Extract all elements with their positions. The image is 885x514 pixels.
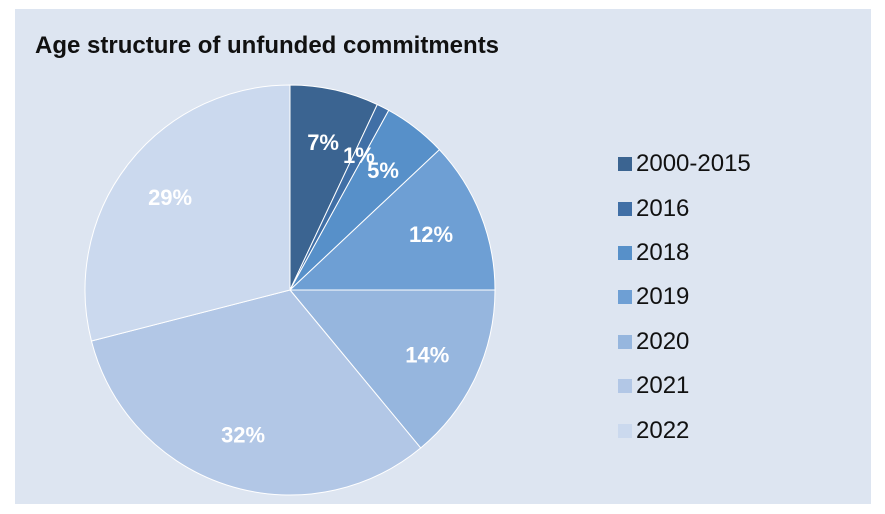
legend-label: 2022 [636, 416, 690, 444]
legend-item-2016: 2016 [618, 186, 751, 230]
legend-swatch [618, 201, 632, 216]
pie-slice-2019 [288, 148, 496, 291]
pie-chart: 7%1%5% 12% 14% 32% 29% [84, 84, 496, 496]
legend-label: 2018 [636, 238, 690, 266]
legend-label: 2019 [636, 283, 690, 311]
legend-swatch [618, 379, 632, 394]
legend-item-2021: 2021 [618, 364, 751, 408]
legend-label: 2000-2015 [636, 150, 751, 178]
legend-swatch [618, 423, 632, 438]
pie-slice-2022 [84, 84, 291, 342]
data-label-2018: 5% [367, 158, 399, 183]
data-label-2021: 32% [221, 422, 265, 447]
chart-title: Age structure of unfunded commitments [35, 32, 500, 59]
pie-slice-2020 [288, 289, 496, 449]
legend-item-2020: 2020 [618, 320, 751, 364]
legend-swatch [618, 290, 632, 305]
legend: 2000-2015 2016 2018 2019 2020 2021 2022 [618, 142, 751, 453]
data-label-2000-2015: 7% [307, 130, 339, 155]
legend-item-2000-2015: 2000-2015 [618, 142, 751, 186]
data-label-2016: 1% [343, 143, 375, 168]
data-label-2020: 14% [405, 343, 449, 368]
legend-swatch [618, 245, 632, 260]
legend-item-2022: 2022 [618, 408, 751, 452]
legend-item-2019: 2019 [618, 275, 751, 319]
legend-label: 2021 [636, 372, 690, 400]
legend-label: 2016 [636, 194, 690, 222]
legend-label: 2020 [636, 327, 690, 355]
pie-slice-2021 [90, 289, 422, 496]
legend-item-2018: 2018 [618, 231, 751, 275]
legend-swatch [618, 157, 632, 172]
chart-panel: 7% 1% 5% 12% 14% 32% 29% Age structure of unfu… [15, 9, 871, 504]
data-label-2019: 12% [409, 222, 453, 247]
legend-swatch [618, 334, 632, 349]
data-label-2022: 29% [148, 185, 192, 210]
